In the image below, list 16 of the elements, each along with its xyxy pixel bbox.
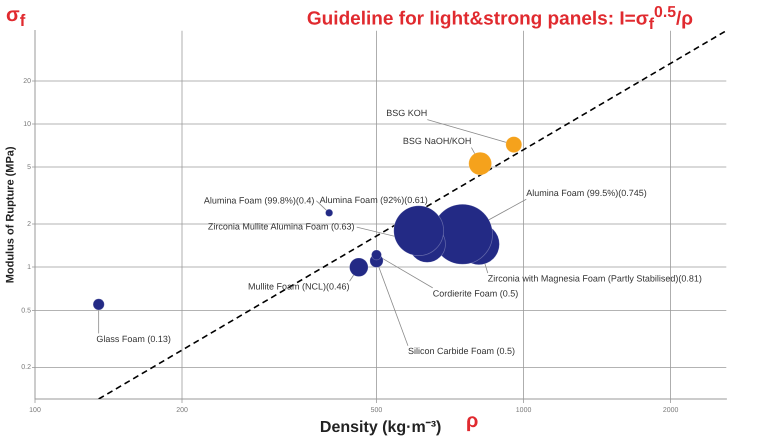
text: Cordierite Foam (0.5) bbox=[432, 288, 518, 298]
y-axis-title: Modulus of Rupture (MPa) bbox=[4, 146, 17, 284]
text: σ$_{f}$ bbox=[6, 4, 26, 31]
chart-title: Guideline for light&strong panels: I=σ$_{f}$$^{0.5}$/ρ bbox=[306, 4, 694, 34]
text: Glass Foam (0.13) bbox=[96, 334, 171, 344]
series-label: Mullite Foam (NCL)(0.46) bbox=[248, 282, 350, 292]
text: BSG KOH bbox=[386, 108, 428, 118]
x-axis-title: Density (kg·m⁻³) bbox=[320, 418, 442, 436]
text: ρ bbox=[466, 410, 478, 433]
series-label: Alumina Foam (99.8%)(0.4) bbox=[204, 195, 314, 206]
text: Silicon Carbide Foam (0.5) bbox=[408, 346, 516, 356]
series-label: BSG NaOH/KOH bbox=[402, 136, 472, 146]
series-label: Alumina Foam (92%)(0.61) bbox=[320, 195, 428, 206]
text: Alumina Foam (99.5%)(0.745) bbox=[526, 188, 647, 198]
series-label: Zirconia with Magnesia Foam (Partly Stabilised)(0.81) bbox=[488, 274, 702, 284]
text: Zirconia Mullite Alumina Foam (0.63) bbox=[208, 222, 354, 232]
